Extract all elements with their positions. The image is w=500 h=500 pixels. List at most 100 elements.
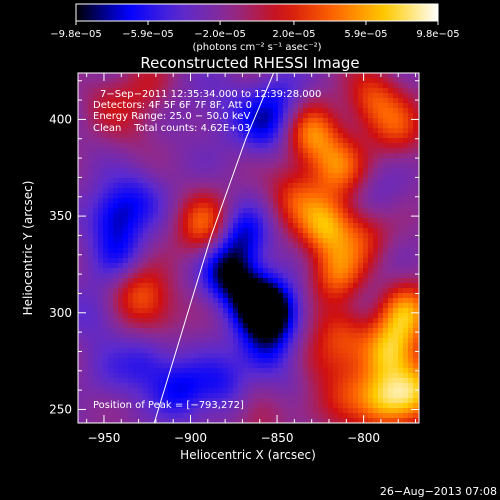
heatmap-cell (143, 418, 149, 423)
heatmap-cell (108, 113, 114, 119)
heatmap-cell (373, 103, 379, 109)
heatmap-cell (148, 163, 154, 169)
heatmap-cell (408, 353, 414, 359)
heatmap-cell (233, 378, 239, 384)
heatmap-cell (223, 418, 229, 423)
heatmap-cell (128, 243, 134, 249)
heatmap-cell (258, 418, 264, 423)
heatmap-cell (258, 403, 264, 409)
heatmap-cell (373, 328, 379, 334)
heatmap-cell (98, 333, 104, 339)
heatmap-cell (173, 73, 179, 79)
heatmap-cell (383, 178, 389, 184)
heatmap-cell (178, 108, 184, 114)
heatmap-cell (388, 383, 394, 389)
heatmap-cell (378, 273, 384, 279)
heatmap-cell (363, 283, 369, 289)
heatmap-cell (193, 413, 199, 419)
heatmap-cell (103, 223, 109, 229)
heatmap-cell (303, 123, 309, 129)
heatmap-cell (333, 343, 339, 349)
heatmap-cell (108, 103, 114, 109)
heatmap-cell (298, 323, 304, 329)
heatmap-cell (163, 173, 169, 179)
heatmap-cell (198, 173, 204, 179)
heatmap-cell (263, 368, 269, 374)
heatmap-cell (138, 298, 144, 304)
heatmap-cell (148, 393, 154, 399)
heatmap-cell (148, 113, 154, 119)
heatmap-cell (368, 368, 374, 374)
heatmap-cell (78, 178, 84, 184)
heatmap-cell (408, 388, 414, 394)
heatmap-cell (323, 383, 329, 389)
heatmap-cell (403, 83, 409, 89)
heatmap-cell (108, 208, 114, 214)
heatmap-cell (128, 308, 134, 314)
heatmap-cell (163, 138, 169, 144)
heatmap-cell (173, 398, 179, 404)
heatmap-cell (113, 408, 119, 414)
heatmap-cell (168, 338, 174, 344)
heatmap-cell (143, 178, 149, 184)
heatmap-cell (298, 188, 304, 194)
heatmap-cell (118, 213, 124, 219)
heatmap-cell (113, 138, 119, 144)
heatmap-cell (268, 253, 274, 259)
heatmap-cell (128, 268, 134, 274)
heatmap-cell (228, 343, 234, 349)
heatmap-cell (313, 163, 319, 169)
heatmap-cell (268, 218, 274, 224)
heatmap-cell (393, 403, 399, 409)
heatmap-cell (158, 388, 164, 394)
heatmap-cell (188, 198, 194, 204)
heatmap-cell (78, 88, 84, 94)
heatmap-cell (403, 178, 409, 184)
heatmap-cell (168, 118, 174, 124)
heatmap-cell (148, 298, 154, 304)
heatmap-cell (128, 193, 134, 199)
heatmap-cell (318, 418, 324, 423)
heatmap-cell (353, 333, 359, 339)
heatmap-cell (363, 313, 369, 319)
heatmap-cell (263, 128, 269, 134)
heatmap-cell (238, 298, 244, 304)
heatmap-cell (183, 128, 189, 134)
heatmap-cell (173, 238, 179, 244)
heatmap-cell (393, 203, 399, 209)
heatmap-cell (368, 288, 374, 294)
heatmap-cell (173, 288, 179, 294)
heatmap-cell (358, 253, 364, 259)
heatmap-cell (178, 213, 184, 219)
heatmap-cell (203, 143, 209, 149)
heatmap-cell (298, 173, 304, 179)
heatmap-cell (403, 88, 409, 94)
heatmap-cell (283, 88, 289, 94)
heatmap-cell (343, 88, 349, 94)
heatmap-cell (343, 258, 349, 264)
heatmap-cell (223, 208, 229, 214)
heatmap-cell (178, 253, 184, 259)
heatmap-cell (273, 198, 279, 204)
heatmap-cell (413, 183, 419, 189)
heatmap-cell (143, 393, 149, 399)
heatmap-cell (128, 173, 134, 179)
heatmap-cell (193, 103, 199, 109)
heatmap-cell (78, 298, 84, 304)
heatmap-cell (358, 293, 364, 299)
heatmap-cell (403, 173, 409, 179)
heatmap-cell (213, 298, 219, 304)
heatmap-cell (123, 248, 129, 254)
heatmap-cell (388, 373, 394, 379)
heatmap-cell (113, 188, 119, 194)
heatmap-cell (383, 278, 389, 284)
heatmap-cell (103, 373, 109, 379)
heatmap-cell (208, 153, 214, 159)
heatmap-cell (323, 168, 329, 174)
heatmap-cell (148, 413, 154, 419)
heatmap-cell (248, 363, 254, 369)
heatmap-cell (203, 303, 209, 309)
heatmap-cell (118, 238, 124, 244)
heatmap-cell (108, 298, 114, 304)
heatmap-cell (178, 288, 184, 294)
